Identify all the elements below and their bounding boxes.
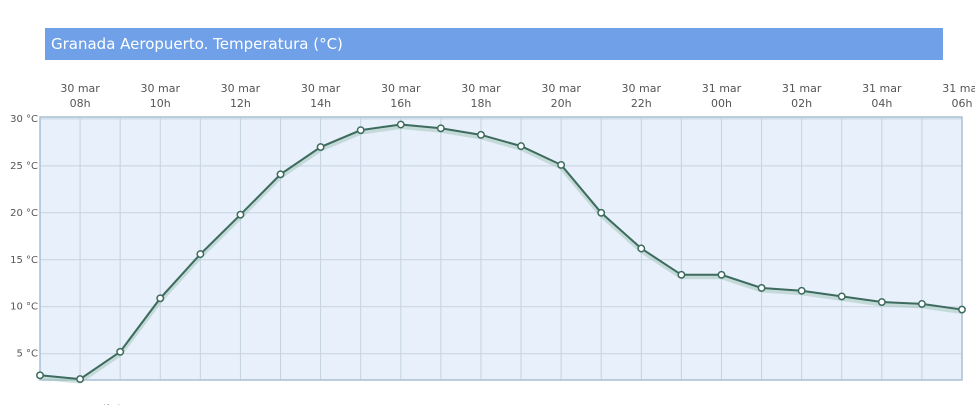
x-tick-label: 30 mar 16h [381,82,421,110]
point [517,142,525,151]
point [76,375,85,384]
line-shadow [39,123,963,384]
point [236,210,245,219]
point [597,208,606,217]
x-tick-label: 30 mar 10h [140,82,180,110]
point [477,130,485,139]
point [316,143,325,152]
point [917,299,926,308]
plot-border [39,116,963,381]
point [116,347,125,356]
x-tick-label: 31 mar 02h [781,82,822,110]
y-tick-label: 15 °C [10,255,38,266]
x-tick-label: 30 mar 22h [621,82,662,110]
plot-area [40,117,962,380]
x-tick-label: 30 mar 12h [220,82,261,110]
x-tick-label: 31 mar 04h [862,82,902,110]
y-tick-label: 25 °C [10,161,38,172]
x-tick-label: 30 mar 18h [461,82,501,110]
point [797,286,806,295]
x-tick-label: 31 mar 06h [942,82,975,110]
point [837,292,846,301]
y-tick-label: 10 °C [10,302,38,313]
y-tick-label: 30 °C [10,114,38,125]
point [677,270,686,279]
x-tick-label: 30 mar 14h [300,82,341,110]
x-tick-label: 30 mar 20h [541,82,581,110]
point [436,124,445,133]
point [156,294,165,303]
y-tick-label: 20 °C [10,208,38,219]
point [958,305,966,314]
point [276,170,285,179]
x-tick-label: 30 mar 08h [60,82,100,110]
x-tick-label: 31 mar 00h [701,82,742,110]
y-tick-label: 5 °C [16,349,38,360]
point [36,371,44,380]
point [877,298,886,306]
point [356,126,365,135]
series-line [39,123,963,381]
point [637,244,646,253]
point [196,250,205,259]
point [396,120,405,129]
point [557,160,566,169]
point [717,270,726,279]
chart-title: Granada Aeropuerto. Temperatura (°C) [45,28,943,60]
point [757,284,766,292]
